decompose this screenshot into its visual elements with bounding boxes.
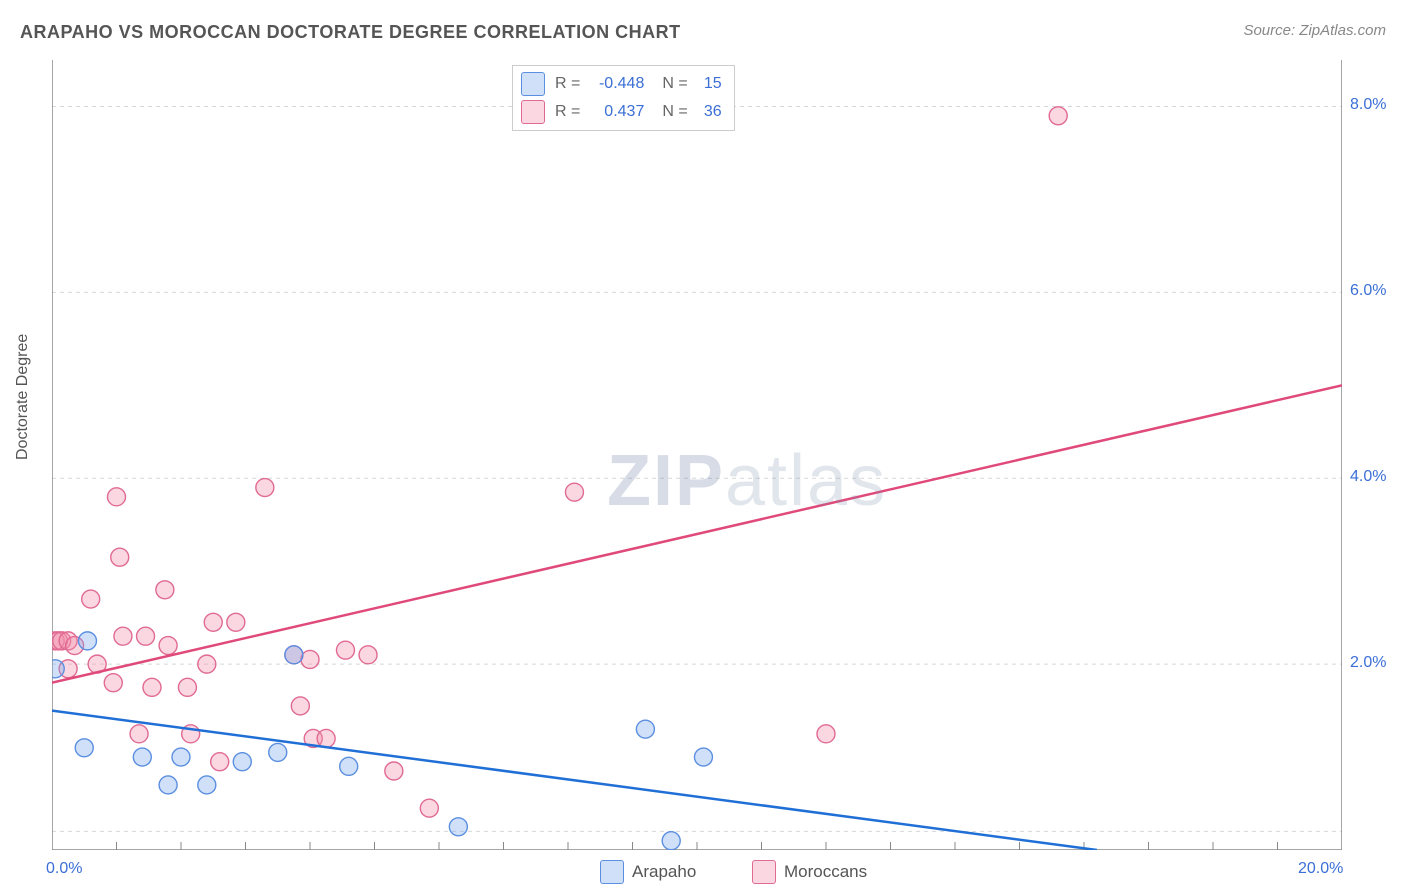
legend-row-arapaho: R = -0.448 N = 15	[521, 70, 722, 98]
correlation-legend: R = -0.448 N = 15 R = 0.437 N = 36	[512, 65, 735, 131]
chart-title: ARAPAHO VS MOROCCAN DOCTORATE DEGREE COR…	[20, 22, 681, 43]
axis-tick-label: 0.0%	[46, 860, 82, 878]
y-axis-label: Doctorate Degree	[14, 334, 32, 460]
bottom-legend-arapaho: Arapaho	[600, 860, 696, 884]
chart-source: Source: ZipAtlas.com	[1243, 22, 1386, 39]
legend-R-label: R =	[555, 70, 580, 98]
bottom-legend-moroccans: Moroccans	[752, 860, 867, 884]
legend-R-label: R =	[555, 98, 580, 126]
legend-N-label: N =	[662, 70, 687, 98]
axis-tick-label: 20.0%	[1298, 860, 1343, 878]
legend-N-value-arapaho: 15	[694, 70, 722, 98]
legend-N-value-moroccans: 36	[694, 98, 722, 126]
legend-swatch-arapaho	[600, 860, 624, 884]
legend-swatch-moroccans	[752, 860, 776, 884]
bottom-legend-label: Moroccans	[784, 862, 867, 882]
axis-tick-label: 2.0%	[1350, 654, 1386, 672]
legend-row-moroccans: R = 0.437 N = 36	[521, 98, 722, 126]
legend-swatch-arapaho	[521, 72, 545, 96]
legend-swatch-moroccans	[521, 100, 545, 124]
legend-N-label: N =	[662, 98, 687, 126]
axis-tick-label: 6.0%	[1350, 282, 1386, 300]
axis-tick-label: 4.0%	[1350, 468, 1386, 486]
legend-R-value-arapaho: -0.448	[586, 70, 644, 98]
axis-tick-label: 8.0%	[1350, 96, 1386, 114]
bottom-legend-label: Arapaho	[632, 862, 696, 882]
scatter-plot	[52, 60, 1342, 850]
legend-R-value-moroccans: 0.437	[586, 98, 644, 126]
